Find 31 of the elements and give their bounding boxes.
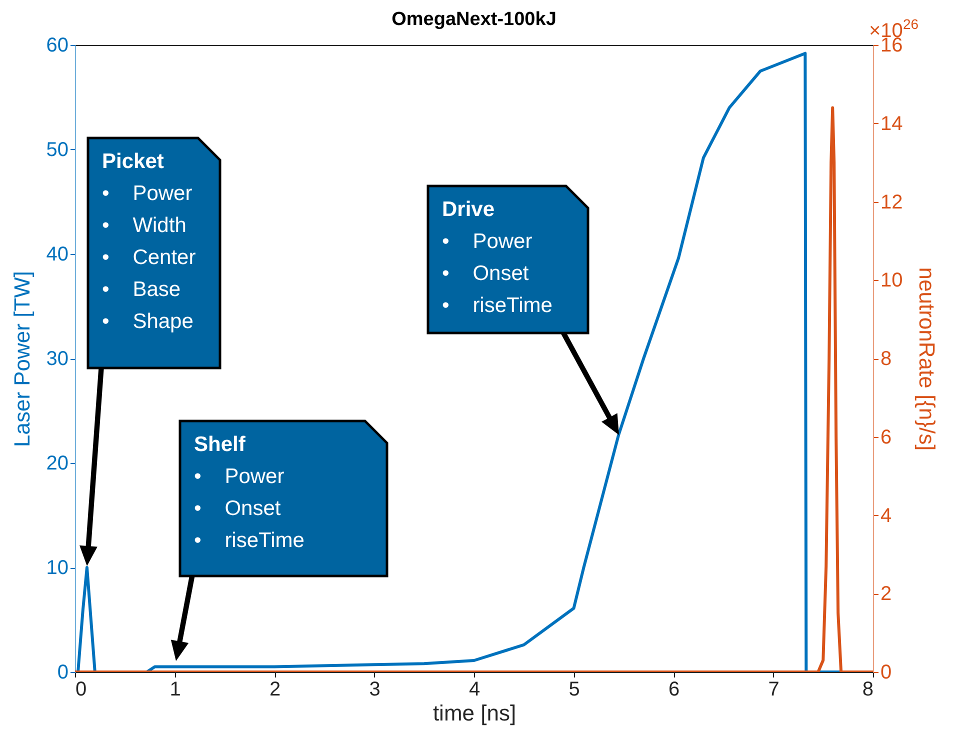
x-tick-label: 5 [568,678,580,700]
y-tick-label: 20 [46,452,68,474]
y-tick-label: 40 [46,244,68,266]
y2-tick-label: 14 [880,112,903,135]
y2-tick-label: 12 [880,191,903,214]
x-tick-label: 1 [170,678,181,700]
y2-tick-label: 0 [880,662,892,684]
y2-tick-label: 8 [880,348,892,370]
y-tick-label: 0 [57,662,68,684]
x-tick-label: 0 [76,678,87,700]
annotation: Shelf • Power • Onset • riseTime [194,433,304,552]
y2-axis-title: neutronRate [{n}/s] [914,267,940,451]
y2-tick-label: 2 [880,583,892,606]
y-tick-label: 10 [46,557,68,579]
y-tick-label: 60 [46,34,68,56]
annotation: Drive • Power • Onset • riseTime [442,198,552,317]
y-tick-label: 30 [46,348,68,370]
x-axis-title: time [ns] [432,700,516,726]
y2-tick-label: 4 [880,504,892,527]
chart-title: OmegaNext-100kJ [392,9,556,30]
y2-tick-label: 10 [880,270,903,292]
x-tick-label: 7 [768,678,780,700]
y-tick-label: 50 [46,139,68,161]
x-tick-label: 6 [668,678,680,700]
annotation: Picket • Power • Width • Center • Base • Shape [102,150,196,333]
x-tick-label: 8 [862,678,874,700]
x-tick-label: 4 [468,678,480,700]
y-axis-title: Laser Power [TW] [9,270,34,448]
x-tick-label: 3 [369,678,380,700]
y2-tick-label: 6 [880,426,892,448]
x-tick-label: 2 [269,678,281,700]
